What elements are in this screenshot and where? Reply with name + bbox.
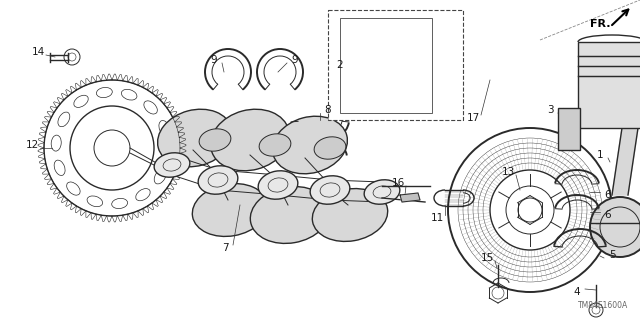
Ellipse shape bbox=[273, 116, 348, 174]
Circle shape bbox=[632, 83, 640, 95]
Text: 4: 4 bbox=[573, 287, 580, 297]
Text: 5: 5 bbox=[609, 250, 615, 260]
Text: 10: 10 bbox=[321, 150, 335, 160]
Bar bbox=[558, 108, 580, 150]
Bar bbox=[328, 10, 463, 120]
Text: 6: 6 bbox=[605, 210, 611, 220]
Circle shape bbox=[614, 94, 640, 126]
Text: 17: 17 bbox=[467, 113, 479, 123]
Ellipse shape bbox=[310, 176, 350, 204]
FancyBboxPatch shape bbox=[578, 42, 640, 128]
Ellipse shape bbox=[211, 109, 289, 171]
Polygon shape bbox=[400, 193, 420, 202]
Text: 6: 6 bbox=[605, 190, 611, 200]
Text: TM84E1600A: TM84E1600A bbox=[578, 301, 628, 310]
Text: 7: 7 bbox=[221, 243, 228, 253]
Text: FR.: FR. bbox=[590, 19, 611, 29]
Text: 15: 15 bbox=[481, 253, 493, 263]
Ellipse shape bbox=[199, 129, 231, 151]
Ellipse shape bbox=[250, 187, 330, 244]
Bar bbox=[340, 18, 432, 113]
Text: 3: 3 bbox=[547, 105, 554, 115]
Text: 9: 9 bbox=[211, 55, 218, 65]
Text: 13: 13 bbox=[501, 167, 515, 177]
Ellipse shape bbox=[198, 166, 238, 194]
Ellipse shape bbox=[314, 137, 346, 159]
Text: 12: 12 bbox=[26, 140, 38, 150]
Text: 11: 11 bbox=[430, 213, 444, 223]
Ellipse shape bbox=[258, 171, 298, 199]
Text: 2: 2 bbox=[337, 60, 343, 70]
Text: 9: 9 bbox=[292, 55, 298, 65]
Text: 14: 14 bbox=[31, 47, 45, 57]
Ellipse shape bbox=[259, 134, 291, 156]
Polygon shape bbox=[612, 128, 638, 195]
Ellipse shape bbox=[312, 188, 388, 242]
Text: 8: 8 bbox=[324, 105, 332, 115]
Text: 1: 1 bbox=[596, 150, 604, 160]
Ellipse shape bbox=[364, 180, 400, 204]
Ellipse shape bbox=[157, 109, 232, 167]
Circle shape bbox=[590, 197, 640, 257]
Circle shape bbox=[580, 83, 592, 95]
Text: 16: 16 bbox=[392, 178, 404, 188]
Ellipse shape bbox=[192, 184, 268, 236]
Ellipse shape bbox=[154, 153, 190, 177]
